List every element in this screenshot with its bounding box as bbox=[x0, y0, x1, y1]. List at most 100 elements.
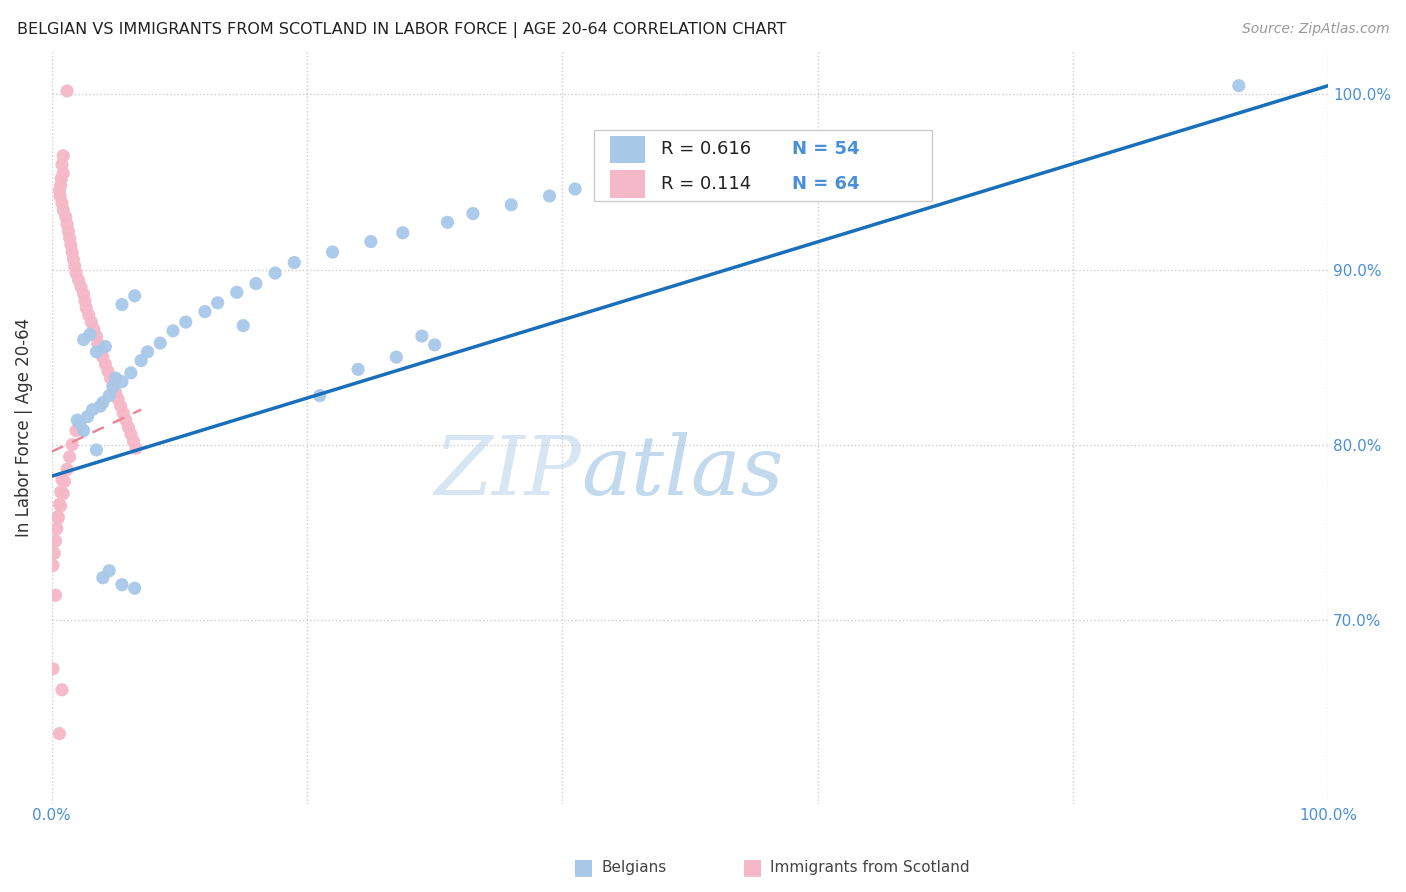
Point bbox=[56, 462, 79, 476]
Text: N = 54: N = 54 bbox=[792, 140, 859, 158]
Point bbox=[111, 297, 134, 311]
Point bbox=[66, 413, 89, 427]
Point bbox=[55, 210, 77, 224]
Point bbox=[101, 378, 124, 392]
Point bbox=[60, 245, 83, 260]
Point bbox=[52, 486, 75, 500]
Point bbox=[101, 380, 124, 394]
Point bbox=[100, 371, 122, 385]
Point bbox=[86, 329, 108, 343]
Point bbox=[45, 533, 67, 548]
Y-axis label: In Labor Force | Age 20-64: In Labor Force | Age 20-64 bbox=[15, 318, 32, 537]
Point bbox=[67, 273, 90, 287]
Point bbox=[51, 682, 73, 697]
Point bbox=[385, 350, 408, 364]
Point bbox=[207, 295, 229, 310]
Point bbox=[110, 399, 132, 413]
Point bbox=[49, 484, 72, 499]
Point bbox=[104, 371, 127, 385]
Point bbox=[80, 315, 103, 329]
Point bbox=[73, 287, 96, 301]
Point bbox=[360, 235, 382, 249]
Point bbox=[391, 226, 413, 240]
Point bbox=[97, 364, 120, 378]
Point bbox=[225, 285, 247, 300]
Point bbox=[423, 338, 446, 352]
Point bbox=[48, 497, 70, 511]
Point bbox=[174, 315, 197, 329]
Point bbox=[111, 375, 134, 389]
Text: BELGIAN VS IMMIGRANTS FROM SCOTLAND IN LABOR FORCE | AGE 20-64 CORRELATION CHART: BELGIAN VS IMMIGRANTS FROM SCOTLAND IN L… bbox=[17, 22, 786, 38]
Point bbox=[73, 294, 96, 309]
Point bbox=[322, 245, 344, 260]
Point bbox=[52, 149, 75, 163]
Point bbox=[91, 395, 114, 409]
Point bbox=[232, 318, 254, 333]
Point bbox=[91, 571, 114, 585]
Point bbox=[69, 417, 91, 431]
Point bbox=[51, 157, 73, 171]
Text: ZIP: ZIP bbox=[434, 433, 582, 512]
Text: Belgians: Belgians bbox=[602, 860, 666, 874]
Point bbox=[86, 336, 108, 351]
Point bbox=[46, 509, 69, 524]
Point bbox=[162, 324, 184, 338]
Point bbox=[44, 546, 66, 560]
Text: ■: ■ bbox=[742, 857, 762, 877]
Point bbox=[45, 522, 67, 536]
Point bbox=[89, 399, 111, 413]
Point bbox=[94, 357, 117, 371]
FancyBboxPatch shape bbox=[610, 136, 645, 163]
Point bbox=[75, 301, 97, 315]
Text: atlas: atlas bbox=[582, 433, 783, 512]
Point bbox=[264, 266, 287, 280]
Point bbox=[86, 442, 108, 457]
Point bbox=[49, 499, 72, 513]
Point bbox=[436, 215, 458, 229]
Text: ■: ■ bbox=[574, 857, 593, 877]
Point bbox=[411, 329, 433, 343]
Point bbox=[52, 166, 75, 180]
Point bbox=[602, 175, 624, 189]
Point bbox=[104, 385, 127, 400]
Point bbox=[73, 424, 96, 438]
Text: Immigrants from Scotland: Immigrants from Scotland bbox=[770, 860, 970, 874]
Point bbox=[111, 578, 134, 592]
Point bbox=[120, 366, 142, 380]
Text: Source: ZipAtlas.com: Source: ZipAtlas.com bbox=[1241, 22, 1389, 37]
Point bbox=[125, 441, 148, 455]
Point bbox=[51, 196, 73, 211]
Point bbox=[51, 473, 73, 487]
Point bbox=[780, 145, 803, 160]
Point bbox=[114, 413, 136, 427]
Point bbox=[70, 280, 93, 294]
Point bbox=[51, 171, 73, 186]
Point bbox=[112, 406, 135, 420]
Point bbox=[56, 217, 79, 231]
Point bbox=[107, 392, 129, 406]
Point bbox=[136, 344, 159, 359]
Point bbox=[347, 362, 370, 376]
Point bbox=[124, 289, 146, 303]
Point bbox=[45, 588, 67, 602]
Point bbox=[76, 409, 98, 424]
Point bbox=[86, 344, 108, 359]
Point bbox=[91, 350, 114, 364]
Point bbox=[48, 726, 70, 740]
Point bbox=[98, 564, 121, 578]
Point bbox=[53, 475, 76, 489]
Point bbox=[77, 308, 100, 322]
Point bbox=[49, 178, 72, 193]
Point bbox=[59, 238, 82, 252]
FancyBboxPatch shape bbox=[595, 129, 932, 202]
Point bbox=[245, 277, 267, 291]
Point bbox=[501, 198, 523, 212]
Point bbox=[82, 402, 104, 417]
Point bbox=[730, 153, 752, 167]
Point bbox=[308, 389, 330, 403]
Point bbox=[79, 327, 101, 342]
Point bbox=[640, 168, 662, 182]
Point bbox=[56, 84, 79, 98]
Point bbox=[461, 206, 484, 220]
Point bbox=[52, 202, 75, 217]
